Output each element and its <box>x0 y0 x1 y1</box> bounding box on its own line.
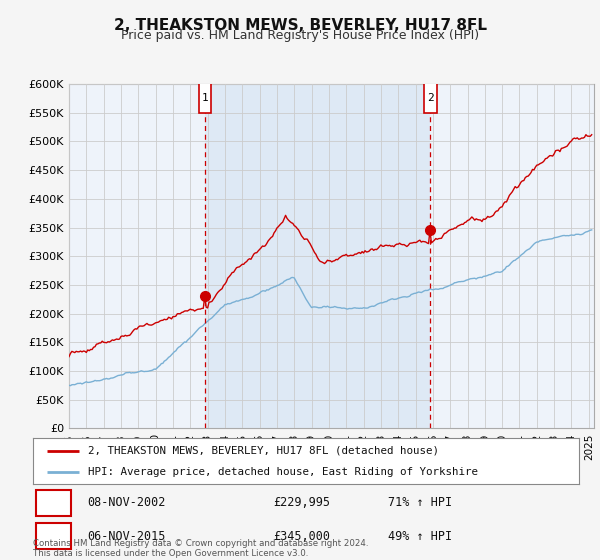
Text: 06-NOV-2015: 06-NOV-2015 <box>88 530 166 543</box>
FancyBboxPatch shape <box>36 489 71 516</box>
Text: HPI: Average price, detached house, East Riding of Yorkshire: HPI: Average price, detached house, East… <box>88 467 478 477</box>
Text: 49% ↑ HPI: 49% ↑ HPI <box>388 530 452 543</box>
Text: 08-NOV-2002: 08-NOV-2002 <box>88 496 166 509</box>
Bar <box>424 82 437 113</box>
Text: 2, THEAKSTON MEWS, BEVERLEY, HU17 8FL (detached house): 2, THEAKSTON MEWS, BEVERLEY, HU17 8FL (d… <box>88 446 439 456</box>
Text: 71% ↑ HPI: 71% ↑ HPI <box>388 496 452 509</box>
Text: Contains HM Land Registry data © Crown copyright and database right 2024.
This d: Contains HM Land Registry data © Crown c… <box>33 539 368 558</box>
Text: 2, THEAKSTON MEWS, BEVERLEY, HU17 8FL: 2, THEAKSTON MEWS, BEVERLEY, HU17 8FL <box>113 18 487 33</box>
Text: 2: 2 <box>50 530 57 543</box>
Bar <box>199 82 211 113</box>
Text: Price paid vs. HM Land Registry's House Price Index (HPI): Price paid vs. HM Land Registry's House … <box>121 29 479 42</box>
Text: 1: 1 <box>50 496 57 509</box>
Text: £345,000: £345,000 <box>273 530 330 543</box>
Text: 2: 2 <box>427 93 434 103</box>
Text: 1: 1 <box>202 93 209 103</box>
Text: £229,995: £229,995 <box>273 496 330 509</box>
Bar <box>205 84 430 428</box>
FancyBboxPatch shape <box>36 523 71 549</box>
